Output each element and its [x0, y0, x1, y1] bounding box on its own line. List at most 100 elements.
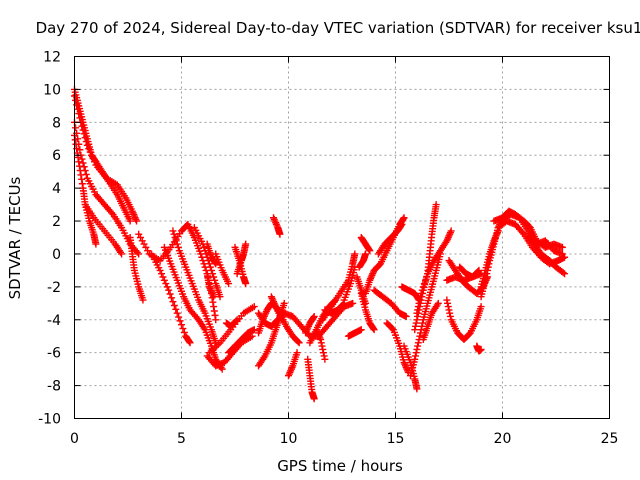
data-point — [419, 283, 427, 291]
data-point — [432, 201, 440, 209]
gridlines — [74, 56, 610, 419]
data-point — [413, 309, 421, 317]
data-point — [172, 305, 180, 313]
series-track-55 — [477, 227, 502, 291]
series-track-50 — [443, 296, 485, 344]
series-track-5 — [81, 201, 126, 258]
series-track-53 — [473, 342, 485, 355]
data-point — [445, 306, 453, 314]
data-point — [210, 273, 218, 281]
y-tick-label: 2 — [52, 214, 61, 230]
data-point — [212, 316, 220, 324]
series-track-34 — [344, 326, 365, 340]
y-tick-label: 6 — [52, 148, 61, 164]
data-point — [319, 349, 327, 357]
series-track-43 — [398, 283, 423, 304]
data-point — [176, 317, 184, 325]
series-track-27 — [304, 355, 318, 403]
data-point — [165, 286, 173, 294]
data-point — [225, 280, 233, 288]
data-point — [400, 214, 408, 222]
x-axis-label: GPS time / hours — [277, 457, 403, 475]
data-point — [77, 171, 85, 179]
data-point — [357, 326, 365, 334]
data-point — [79, 159, 87, 167]
x-tick-labels: 0 5 10 15 20 25 — [70, 431, 618, 447]
data-point — [414, 306, 422, 314]
y-tick-labels: -10 -8 -6 -4 -2 0 2 4 6 8 10 12 — [38, 50, 61, 428]
data-point — [414, 312, 422, 320]
data-point — [413, 345, 421, 353]
data-point — [218, 365, 226, 373]
y-tick-label: -2 — [47, 280, 61, 296]
data-point — [81, 134, 89, 142]
data-point — [412, 319, 420, 327]
data-point — [411, 326, 419, 334]
data-point — [339, 300, 347, 308]
data-point — [399, 215, 407, 223]
data-point — [414, 342, 422, 350]
data-point — [417, 326, 425, 334]
data-point — [83, 141, 91, 149]
data-point — [366, 247, 374, 255]
data-point — [186, 339, 194, 347]
data-point — [370, 326, 378, 334]
series-track-24 — [267, 293, 286, 324]
data-point — [477, 345, 485, 353]
series-track-13 — [203, 240, 220, 268]
series-track-45 — [406, 250, 444, 380]
y-tick-label: -10 — [38, 412, 61, 428]
data-point — [205, 260, 213, 268]
series-track-20 — [225, 326, 258, 357]
data-point — [321, 355, 329, 363]
data-point — [82, 138, 90, 146]
data-point — [92, 240, 100, 248]
data-point — [414, 303, 422, 311]
data-point — [233, 316, 241, 324]
data-point — [179, 325, 187, 333]
data-point — [88, 151, 96, 159]
data-point — [171, 234, 179, 241]
data-point — [423, 273, 431, 281]
series-track-48 — [419, 299, 442, 344]
series-track-2 — [71, 92, 141, 225]
data-point — [172, 237, 180, 245]
series-track-40 — [370, 286, 410, 320]
data-point — [159, 273, 167, 281]
x-tick-label: 5 — [177, 431, 186, 447]
data-point — [80, 130, 88, 138]
series-track-11 — [190, 224, 224, 301]
data-point — [294, 338, 302, 346]
data-point — [75, 162, 83, 170]
data-point — [242, 240, 250, 248]
data-point — [293, 349, 301, 357]
data-point — [320, 352, 328, 360]
data-point — [173, 240, 181, 248]
series-track-26 — [285, 349, 301, 380]
data-point — [415, 299, 423, 307]
series-track-25 — [270, 214, 284, 238]
data-point — [209, 298, 217, 306]
series-track-8 — [148, 250, 194, 347]
data-point — [71, 136, 79, 144]
data-point — [310, 395, 318, 403]
data-point — [85, 145, 93, 153]
series-track-28 — [302, 312, 318, 337]
data-point — [317, 336, 325, 344]
data-point — [402, 312, 410, 320]
data-point — [558, 250, 566, 258]
data-point — [76, 114, 84, 122]
data-point — [173, 309, 181, 317]
data-point — [210, 303, 218, 311]
data-point — [78, 180, 86, 188]
data-point — [170, 230, 178, 238]
series-track-14 — [203, 270, 218, 301]
series-track-58 — [524, 234, 566, 258]
y-axis-label: SDTVAR / TECUs — [6, 176, 24, 299]
data-point — [174, 243, 182, 251]
data-point — [216, 293, 224, 301]
series-track-3 — [71, 118, 143, 258]
data-point — [475, 266, 483, 274]
data-point — [139, 296, 147, 304]
data-point — [232, 317, 240, 325]
